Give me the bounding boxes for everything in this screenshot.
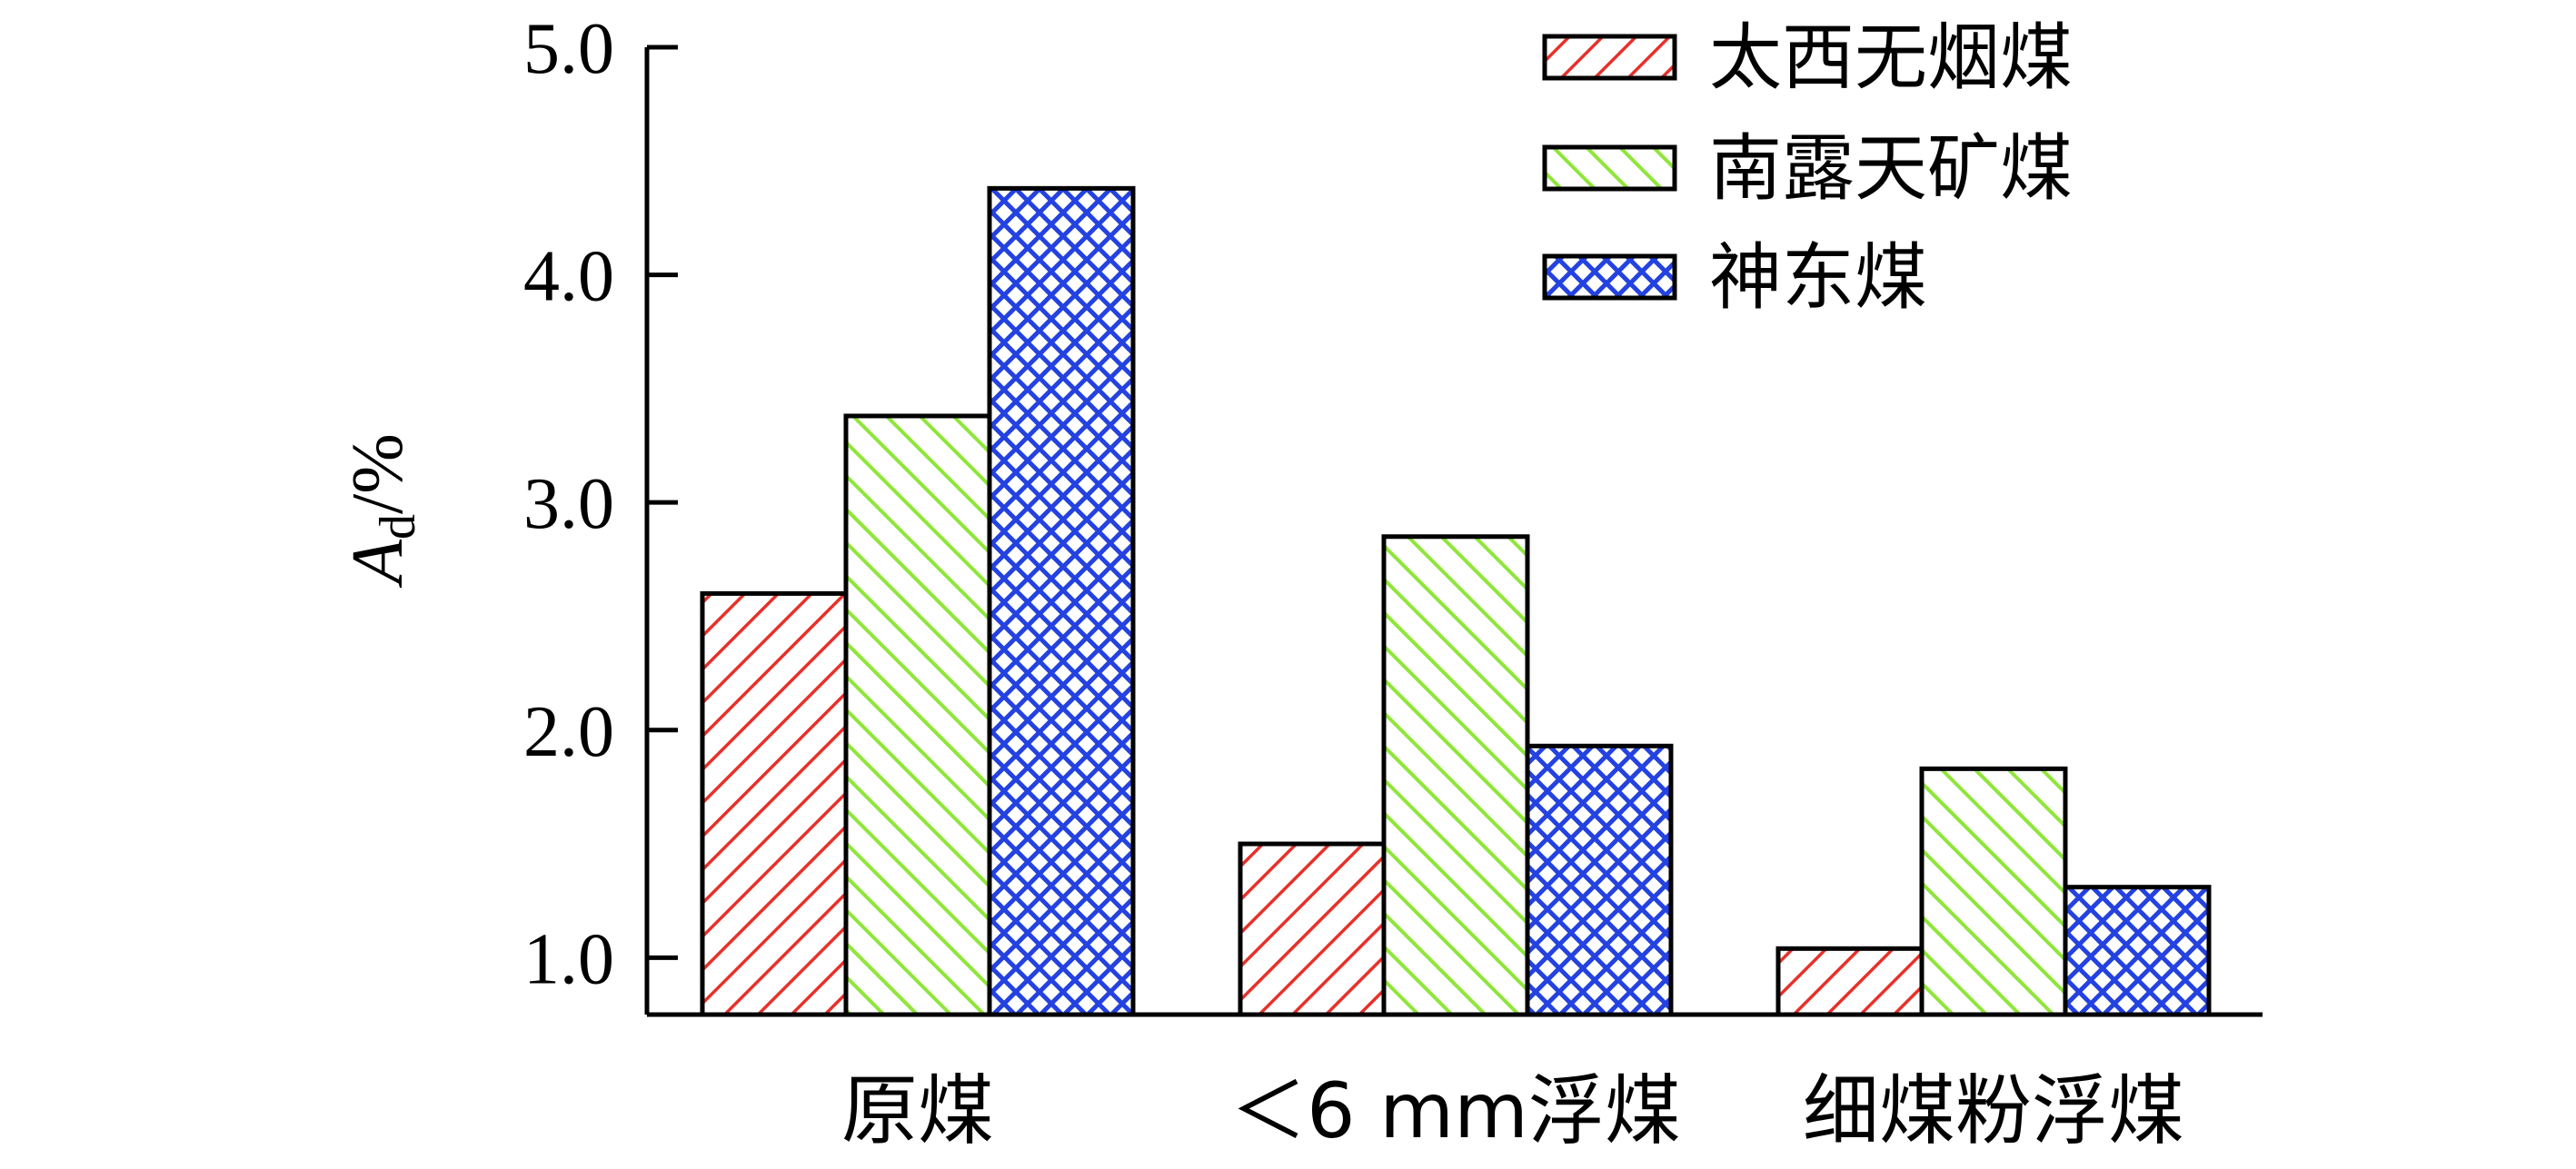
y-axis-label: Ad/%	[338, 433, 426, 589]
y-axis-label-sub: d	[370, 514, 426, 540]
legend-label-1: 南露天矿煤	[1709, 126, 2073, 211]
x-category-label: ＜6 mm浮煤	[1230, 1066, 1681, 1155]
legend-label-0: 太西无烟煤	[1709, 15, 2073, 100]
y-tick-label: 5.0	[523, 9, 614, 89]
bar-series-2-category-1	[1525, 743, 1674, 1017]
x-category-label: 原煤	[841, 1066, 994, 1155]
bar-series-0-category-2	[1775, 946, 1925, 1017]
y-tick-label: 1.0	[523, 919, 614, 999]
y-axis-label-main: A	[338, 539, 418, 589]
x-category-labels: 原煤 ＜6 mm浮煤 细煤粉浮煤	[841, 1066, 2184, 1155]
y-tick-label: 2.0	[523, 692, 614, 772]
legend-label-2: 神东煤	[1709, 235, 1927, 320]
bar-series-0-category-0	[700, 590, 849, 1017]
axes	[644, 47, 2263, 1017]
bar-series-1-category-0	[843, 413, 992, 1017]
y-axis-label-unit: /%	[338, 433, 418, 514]
legend-swatch-0	[1542, 34, 1677, 81]
bar-series-1-category-1	[1381, 534, 1530, 1017]
y-tick-label: 4.0	[523, 237, 614, 317]
bar-series-0-category-1	[1238, 841, 1387, 1017]
y-ticks: 1.0 2.0 3.0 4.0 5.0	[523, 9, 678, 999]
bar-series-2-category-2	[2063, 885, 2212, 1017]
x-category-label: 细煤粉浮煤	[1803, 1066, 2184, 1155]
legend-swatch-2	[1542, 253, 1677, 301]
legend-swatch-1	[1542, 144, 1677, 192]
bar-series-1-category-2	[1919, 766, 2068, 1017]
bar-series-2-category-0	[987, 185, 1136, 1017]
bars-group	[700, 185, 2212, 1017]
y-tick-label: 3.0	[523, 464, 614, 544]
